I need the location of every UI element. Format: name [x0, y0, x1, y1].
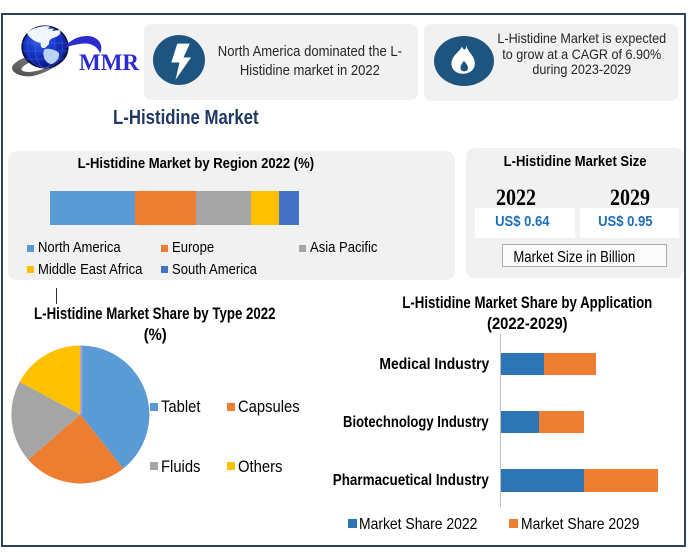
svg-text:MMR: MMR [79, 50, 139, 75]
